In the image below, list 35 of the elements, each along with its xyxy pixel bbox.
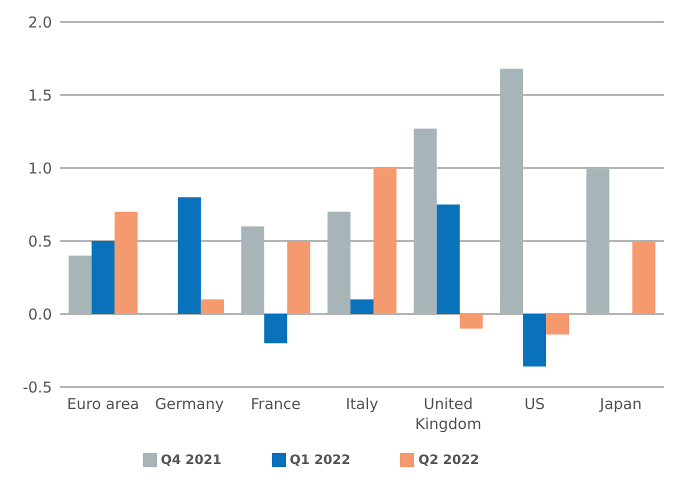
bar bbox=[92, 241, 115, 314]
x-tick-label: Euro area bbox=[67, 395, 140, 413]
bar bbox=[523, 314, 546, 367]
bar bbox=[632, 241, 656, 314]
bar bbox=[586, 168, 610, 314]
bar bbox=[200, 299, 224, 314]
legend-label: Q2 2022 bbox=[418, 453, 480, 468]
y-tick-label: -0.5 bbox=[22, 378, 52, 396]
bar bbox=[241, 226, 264, 314]
x-tick-label: France bbox=[250, 395, 301, 413]
bar bbox=[264, 314, 288, 344]
legend-label: Q4 2021 bbox=[160, 453, 222, 468]
legend-label: Q1 2022 bbox=[290, 453, 350, 468]
y-tick-label: 0.0 bbox=[28, 305, 52, 324]
bar bbox=[350, 299, 374, 314]
x-tick-label: Japan bbox=[598, 395, 642, 413]
y-tick-label: 1.0 bbox=[28, 159, 52, 178]
bar bbox=[373, 168, 396, 314]
bar bbox=[178, 197, 201, 314]
bar bbox=[68, 256, 92, 314]
y-tick-label: 2.0 bbox=[28, 13, 52, 32]
y-tick-label: 1.5 bbox=[28, 86, 52, 104]
x-tick-label: Germany bbox=[154, 395, 224, 413]
x-tick-label: Italy bbox=[346, 395, 378, 413]
bar bbox=[414, 128, 437, 314]
bar bbox=[436, 204, 460, 314]
y-tick-label: 0.5 bbox=[28, 232, 52, 250]
bar bbox=[327, 212, 350, 314]
bar bbox=[114, 212, 138, 314]
x-tick-label: US bbox=[524, 395, 545, 413]
bar bbox=[546, 314, 570, 334]
x-tick-label: United Kingdom bbox=[415, 395, 482, 433]
bar bbox=[460, 314, 483, 329]
bar bbox=[500, 68, 524, 314]
bar bbox=[287, 241, 310, 314]
